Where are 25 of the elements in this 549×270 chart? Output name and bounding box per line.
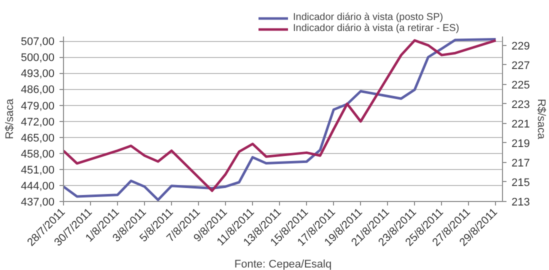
y-tick-label: 486,00	[20, 84, 55, 96]
legend-label: Indicador diário à vista (posto SP)	[293, 12, 444, 23]
y2-tick-label: 221	[512, 118, 530, 130]
y2-tick-label: 227	[512, 60, 530, 72]
y-tick-label: 458,00	[20, 148, 55, 160]
y-tick-label: 437,00	[20, 196, 55, 208]
y2-tick-label: 219	[512, 138, 530, 150]
y-tick-label: 493,00	[20, 68, 55, 80]
y-tick-label: 507,00	[20, 36, 55, 48]
y2-tick-label: 217	[512, 157, 530, 170]
legend-label: Indicador diário à vista (a retirar - ES)	[293, 23, 460, 34]
y2-tick-label: 229	[512, 40, 530, 52]
y-tick-label: 465,00	[20, 132, 55, 144]
y2-tick-label: 223	[512, 98, 530, 111]
source-note: Fonte: Cepea/Esalq	[234, 258, 332, 270]
y2-tick-label: 213	[512, 196, 530, 208]
y2-tick-label: 225	[512, 79, 530, 92]
y-tick-label: 500,00	[20, 52, 55, 64]
y-tick-label: 451,00	[20, 164, 55, 176]
y2-axis-title: R$/saca	[534, 98, 547, 140]
y2-tick-label: 215	[512, 176, 530, 189]
y-tick-label: 479,00	[20, 100, 55, 112]
y-tick-label: 444,00	[20, 180, 55, 192]
y-axis-title: R$/saca	[4, 98, 16, 140]
y-tick-label: 472,00	[20, 116, 55, 128]
